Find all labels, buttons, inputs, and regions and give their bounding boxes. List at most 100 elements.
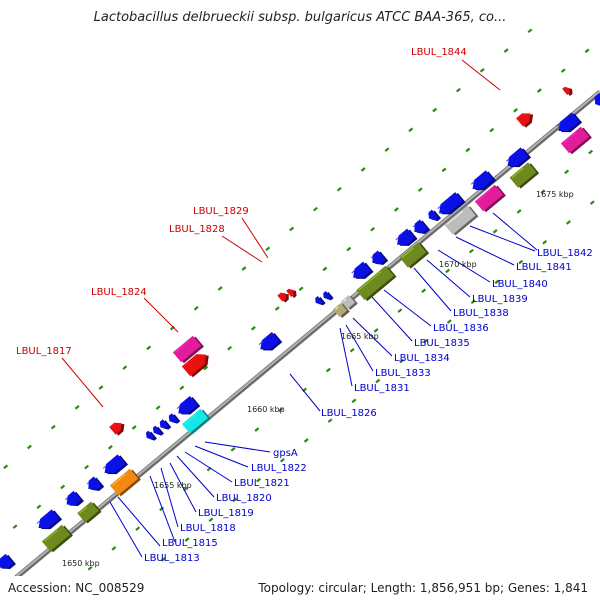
gene-label[interactable]: LBUL_1841 — [516, 262, 572, 273]
gene-label[interactable]: LBUL_1826 — [321, 408, 377, 419]
gene-blue[interactable] — [321, 290, 334, 303]
gene-blue[interactable] — [426, 209, 442, 225]
gene-olive[interactable] — [356, 265, 397, 302]
tick-dash — [421, 288, 427, 294]
footer-bar: Accession: NC_008529 Topology: circular;… — [0, 576, 600, 600]
gene-grey[interactable] — [340, 294, 358, 311]
leader-line — [352, 317, 393, 357]
gene-blue[interactable] — [349, 261, 374, 285]
gene-label[interactable]: LBUL_1829 — [193, 206, 249, 217]
gene-label[interactable]: LBUL_1836 — [433, 323, 489, 334]
tick-dash — [479, 68, 485, 73]
tick-dash — [203, 365, 209, 371]
gene-blue[interactable] — [313, 295, 326, 308]
gene-lbul-1844[interactable] — [516, 108, 537, 128]
gene-label[interactable]: LBUL_1833 — [375, 368, 431, 379]
gene-blue[interactable] — [144, 430, 157, 444]
tick-dash — [564, 169, 570, 175]
tick-dash — [566, 220, 571, 225]
gene-label[interactable]: LBUL_1840 — [492, 279, 548, 290]
gene-blue[interactable] — [166, 412, 181, 426]
gene-blue[interactable] — [101, 453, 129, 479]
gene-label[interactable]: LBUL_1831 — [354, 383, 410, 394]
gene-blue[interactable] — [85, 476, 105, 496]
leader-line — [194, 445, 249, 468]
gene-label[interactable]: LBUL_1815 — [162, 538, 218, 549]
gene-lbul-1817[interactable] — [109, 418, 127, 436]
gene-small-red[interactable] — [562, 84, 574, 97]
gene-lbul-1826[interactable] — [256, 331, 283, 356]
gene-blue[interactable] — [504, 146, 532, 172]
gene-label[interactable]: LBUL_1844 — [411, 47, 467, 58]
tick-dash — [584, 48, 590, 54]
gene-olive[interactable] — [41, 524, 73, 554]
gene-label[interactable]: LBUL_1824 — [91, 287, 147, 298]
gene-grey[interactable] — [444, 204, 479, 236]
gene-olive[interactable] — [77, 501, 102, 525]
tick-dash — [227, 345, 233, 351]
tick-dash — [325, 367, 331, 373]
gene-blue[interactable] — [0, 553, 16, 574]
tick-dash — [542, 239, 548, 245]
kbp-label: 1660 kbp — [247, 405, 285, 414]
gene-lbul-1824[interactable] — [172, 335, 204, 365]
tick-dash — [217, 286, 223, 291]
gene-blue[interactable] — [174, 395, 201, 420]
gene-label[interactable]: LBUL_1828 — [169, 224, 225, 235]
gene-blue[interactable] — [369, 250, 389, 270]
gene-label[interactable]: LBUL_1818 — [180, 523, 236, 534]
gene-magenta[interactable] — [560, 126, 592, 156]
tick-dash — [370, 226, 376, 232]
gene-blue[interactable] — [157, 418, 172, 432]
tick-dash — [441, 167, 447, 173]
gene-label[interactable]: LBUL_1822 — [251, 463, 307, 474]
gene-label[interactable]: LBUL_1813 — [144, 553, 200, 564]
gene-blue[interactable] — [411, 219, 431, 239]
gene-blue[interactable] — [63, 490, 84, 511]
gene-gpsa[interactable] — [181, 408, 211, 435]
tick-dash — [289, 226, 295, 232]
tick-dash — [327, 418, 333, 423]
gene-label[interactable]: LBUL_1821 — [234, 478, 290, 489]
tick-dash — [445, 268, 451, 274]
tick-dash — [184, 537, 190, 542]
gene-blue[interactable] — [469, 169, 497, 195]
gene-label[interactable]: LBUL_1842 — [537, 248, 593, 259]
gene-blue[interactable] — [393, 228, 418, 252]
leader-line — [149, 475, 176, 543]
gene-magenta[interactable] — [474, 184, 506, 214]
gene-label[interactable]: LBUL_1817 — [16, 346, 72, 357]
gene-lbul-1829[interactable] — [286, 286, 298, 299]
gene-label[interactable]: gpsA — [273, 448, 298, 459]
tick-dash — [193, 305, 199, 311]
tick-dash — [336, 186, 342, 192]
gene-label[interactable]: LBUL_1819 — [198, 508, 254, 519]
gene-blue[interactable] — [591, 92, 600, 111]
leader-line — [383, 289, 432, 327]
tick-dash — [241, 266, 247, 271]
gene-olive[interactable] — [509, 161, 540, 189]
kbp-label: 1665 kbp — [341, 332, 379, 341]
tick-dash — [208, 517, 214, 523]
gene-blue[interactable] — [555, 111, 583, 137]
gene-label[interactable]: LBUL_1820 — [216, 493, 272, 504]
gene-label[interactable]: LBUL_1834 — [394, 353, 450, 364]
gene-label[interactable]: LBUL_1838 — [453, 308, 509, 319]
gene-lbul-1824b[interactable] — [181, 349, 213, 379]
gene-blue[interactable] — [151, 425, 164, 439]
tick-dash — [351, 398, 357, 404]
gene-orange[interactable] — [109, 468, 141, 498]
gene-label[interactable]: LBUL_1835 — [414, 338, 470, 349]
gene-olive[interactable] — [399, 241, 430, 269]
tick-dash — [111, 546, 117, 551]
gene-blue[interactable] — [435, 191, 466, 220]
tick-dash — [170, 325, 175, 331]
gene-label[interactable]: LBUL_1839 — [472, 294, 528, 305]
tick-dash — [465, 147, 471, 153]
gene-blue[interactable] — [35, 508, 63, 534]
tick-dash — [313, 206, 318, 212]
leader-line — [455, 236, 515, 266]
tick-dash — [250, 326, 256, 331]
tick-dash — [423, 339, 428, 344]
gene-lbul-1828[interactable] — [277, 289, 291, 303]
